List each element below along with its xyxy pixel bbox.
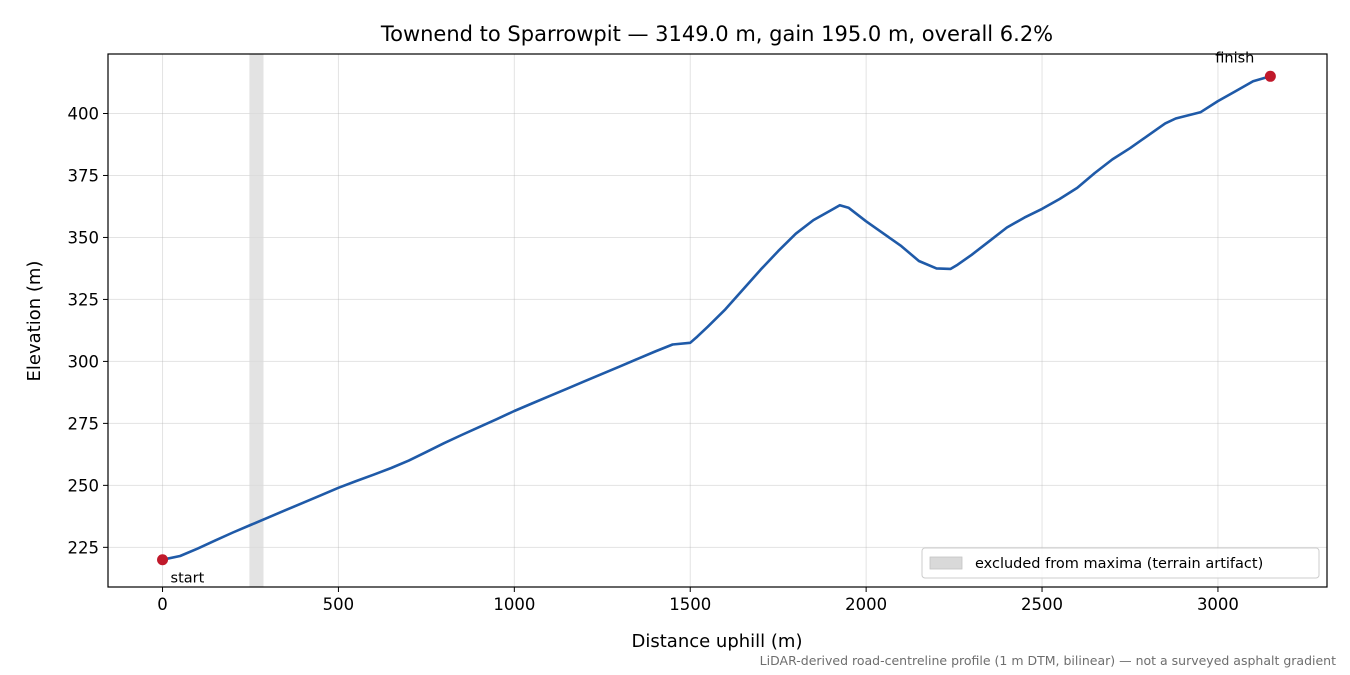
series-layer [162, 75, 1271, 561]
elevation-line [162, 75, 1271, 561]
start-label: start [171, 571, 205, 587]
x-tick-label: 0 [157, 595, 168, 614]
legend-entry-excluded: excluded from maxima (terrain artifact) [975, 556, 1263, 572]
y-tick-label: 225 [68, 538, 100, 557]
legend-box [921, 547, 1320, 579]
y-tick-label: 350 [68, 228, 100, 247]
x-tick-label: 2000 [845, 595, 887, 614]
finish-marker [1264, 70, 1276, 82]
legend: excluded from maxima (terrain artifact) [921, 547, 1320, 579]
grid-lines [108, 54, 1327, 587]
x-tick-label: 2500 [1021, 595, 1063, 614]
x-axis-label: Distance uphill (m) [632, 631, 803, 652]
x-tick-label: 500 [323, 595, 355, 614]
axis-ticks: 0 500 1000 1500 2000 2500 3000 225 250 275 300 325 3… [68, 104, 1239, 614]
plot-frame [107, 53, 1328, 588]
x-tick-label: 3000 [1197, 595, 1239, 614]
legend-swatch-excluded [929, 556, 963, 570]
x-tick-label: 1000 [493, 595, 535, 614]
y-tick-label: 325 [68, 290, 100, 309]
y-tick-label: 250 [68, 476, 100, 495]
y-tick-label: 400 [68, 104, 100, 123]
x-tick-label: 1500 [669, 595, 711, 614]
chart-title: Townend to Sparrowpit — 3149.0 m, gain 1… [380, 22, 1053, 46]
finish-label: finish [1215, 50, 1254, 66]
excluded-band-layer [249, 54, 264, 587]
footnote: LiDAR-derived road-centreline profile (1… [760, 653, 1336, 668]
y-tick-label: 375 [68, 166, 100, 185]
start-marker [157, 554, 169, 566]
y-tick-label: 300 [68, 352, 100, 371]
y-axis-label: Elevation (m) [24, 261, 45, 382]
excluded-band [249, 54, 264, 587]
y-tick-label: 275 [68, 414, 100, 433]
